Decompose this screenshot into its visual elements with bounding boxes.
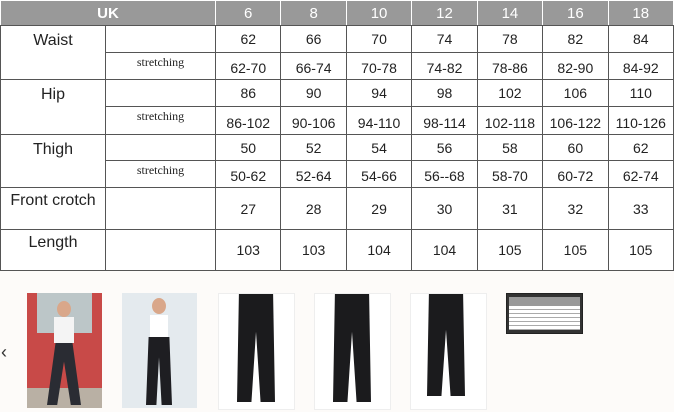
- value-cell: 33: [607, 187, 674, 230]
- thumbnail-size-chart[interactable]: [506, 293, 583, 334]
- empty-cell: [104, 25, 217, 53]
- value-cell: 90: [280, 79, 347, 107]
- value-cell: 32: [542, 187, 609, 230]
- stretching-label: stretching: [104, 160, 217, 188]
- value-cell: 103: [280, 229, 347, 271]
- value-cell: 58: [476, 134, 544, 161]
- value-cell: 31: [476, 187, 544, 230]
- header-row: UK 6 8 10 12 14 16 18: [0, 0, 674, 26]
- table-row: Thigh 50 52 54 56 58 60 62: [0, 134, 674, 188]
- value-cell: 70: [345, 25, 413, 53]
- header-size-14: 14: [476, 0, 544, 26]
- row-label: Thigh: [0, 134, 106, 188]
- value-cell: 105: [607, 229, 674, 271]
- header-uk: UK: [0, 0, 217, 26]
- empty-cell: [104, 79, 217, 107]
- table-row: Waist 62 66 70 74 78 82 84: [0, 25, 674, 80]
- value-cell: 50: [215, 134, 282, 161]
- header-size-18: 18: [607, 0, 674, 26]
- table-row: Front crotch 27 28 29 30 31 32 33: [0, 187, 674, 230]
- row-label: Length: [0, 229, 106, 271]
- value-cell: 74: [411, 25, 478, 53]
- stretch-value-cell: 82-90: [542, 52, 609, 80]
- header-size-16: 16: [542, 0, 609, 26]
- value-cell: 54: [345, 134, 413, 161]
- stretch-value-cell: 62-70: [215, 52, 282, 80]
- thumbnail-pants-front[interactable]: [218, 293, 295, 410]
- stretch-value-cell: 102-118: [476, 106, 544, 135]
- stretching-label: stretching: [104, 106, 217, 135]
- value-cell: 29: [345, 187, 413, 230]
- value-cell: 78: [476, 25, 544, 53]
- stretch-value-cell: 54-66: [345, 160, 413, 188]
- value-cell: 104: [411, 229, 478, 271]
- value-cell: 103: [215, 229, 282, 271]
- value-cell: 105: [542, 229, 609, 271]
- value-cell: 62: [215, 25, 282, 53]
- header-size-10: 10: [345, 0, 413, 26]
- value-cell: 52: [280, 134, 347, 161]
- stretch-value-cell: 56--68: [411, 160, 478, 188]
- value-cell: 98: [411, 79, 478, 107]
- stretch-row: stretching 86-102 90-106 94-110 98-114 102-11…: [1, 106, 674, 135]
- value-cell: 62: [607, 134, 674, 161]
- stretch-value-cell: 60-72: [542, 160, 609, 188]
- stretch-value-cell: 78-86: [476, 52, 544, 80]
- header-size-12: 12: [411, 0, 478, 26]
- stretch-value-cell: 66-74: [280, 52, 347, 80]
- row-label: Hip: [0, 79, 106, 135]
- value-cell: 84: [607, 25, 674, 53]
- empty-cell: [104, 229, 217, 271]
- value-cell: 106: [542, 79, 609, 107]
- header-size-6: 6: [215, 0, 282, 26]
- value-cell: 86: [215, 79, 282, 107]
- value-cell: 82: [542, 25, 609, 53]
- value-cell: 102: [476, 79, 544, 107]
- stretch-value-cell: 84-92: [607, 52, 674, 80]
- thumbnail-model-white-background[interactable]: [122, 293, 197, 408]
- value-cell: 60: [542, 134, 609, 161]
- value-cell: 27: [215, 187, 282, 230]
- stretch-row: stretching 50-62 52-64 54-66 56--68 58-70 60-7…: [1, 160, 674, 188]
- value-cell: 104: [345, 229, 413, 271]
- value-cell: 110: [607, 79, 674, 107]
- stretch-value-cell: 62-74: [607, 160, 674, 188]
- stretch-value-cell: 52-64: [280, 160, 347, 188]
- stretch-value-cell: 98-114: [411, 106, 478, 135]
- stretch-value-cell: 94-110: [345, 106, 413, 135]
- size-chart-table: UK 6 8 10 12 14 16 18 Waist 62 66 70 74 78 82 84 stret…: [0, 0, 674, 271]
- empty-cell: [104, 134, 217, 161]
- empty-cell: [104, 187, 217, 230]
- thumbnail-pants-back[interactable]: [314, 293, 391, 410]
- stretch-value-cell: 86-102: [215, 106, 282, 135]
- value-cell: 66: [280, 25, 347, 53]
- row-label: Waist: [0, 25, 106, 80]
- thumbnail-pants-side[interactable]: [410, 293, 487, 410]
- stretch-value-cell: 74-82: [411, 52, 478, 80]
- value-cell: 56: [411, 134, 478, 161]
- value-cell: 105: [476, 229, 544, 271]
- thumbnail-gallery: ‹: [0, 290, 674, 412]
- stretch-value-cell: 90-106: [280, 106, 347, 135]
- chevron-left-icon[interactable]: ‹: [1, 342, 7, 362]
- stretch-value-cell: 50-62: [215, 160, 282, 188]
- header-size-8: 8: [280, 0, 347, 26]
- stretch-row: stretching 62-70 66-74 70-78 74-82 78-86 82-90…: [1, 52, 674, 80]
- value-cell: 94: [345, 79, 413, 107]
- stretch-value-cell: 110-126: [607, 106, 674, 135]
- stretching-label: stretching: [104, 52, 217, 80]
- table-row: Length 103 103 104 104 105 105 105: [0, 229, 674, 271]
- value-cell: 30: [411, 187, 478, 230]
- stretch-value-cell: 106-122: [542, 106, 609, 135]
- stretch-value-cell: 70-78: [345, 52, 413, 80]
- thumbnail-model-red-background[interactable]: [27, 293, 102, 408]
- value-cell: 28: [280, 187, 347, 230]
- stretch-value-cell: 58-70: [476, 160, 544, 188]
- row-label: Front crotch: [0, 187, 106, 230]
- table-row: Hip 86 90 94 98 102 106 110: [0, 79, 674, 135]
